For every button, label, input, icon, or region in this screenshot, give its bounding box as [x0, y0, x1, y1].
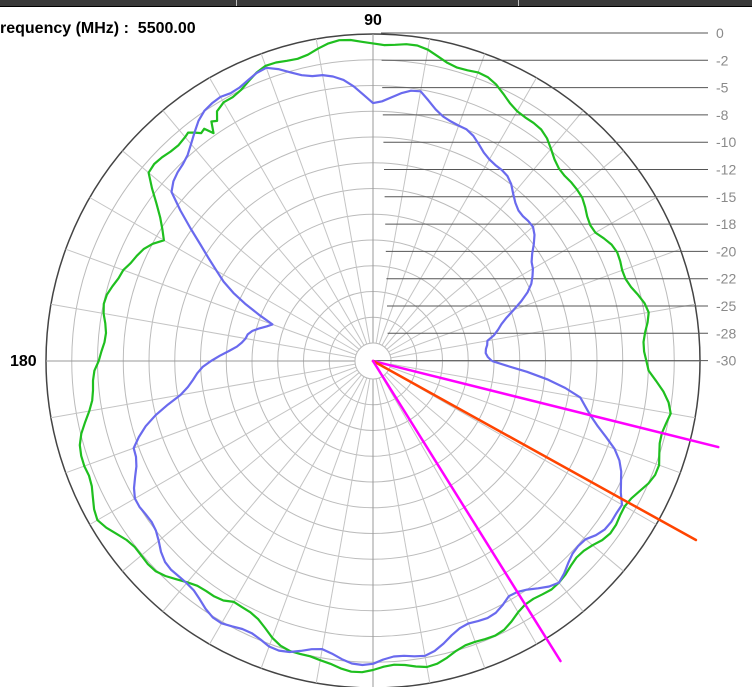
grid-spoke — [378, 53, 486, 345]
grid-spoke — [50, 303, 356, 359]
grid-spoke — [378, 377, 486, 669]
pattern-trace — [78, 38, 672, 674]
angle-label-180: 180 — [10, 353, 37, 370]
grid-spoke — [89, 197, 358, 353]
radial-tick-label: -2 — [716, 52, 729, 68]
grid-spoke — [375, 378, 431, 684]
grid-spoke — [162, 110, 362, 348]
radial-tick-label: -15 — [716, 189, 736, 205]
grid-spoke — [209, 77, 365, 346]
grid-spoke — [65, 248, 357, 356]
radial-tick-label: -30 — [716, 353, 736, 369]
pattern-series-layer — [78, 38, 672, 674]
grid-spoke — [386, 150, 624, 350]
grid-spoke — [315, 378, 371, 684]
marker-line — [371, 359, 562, 663]
radial-tick-label: 0 — [716, 25, 724, 41]
grid-spoke — [390, 303, 696, 359]
grid-spoke — [122, 372, 360, 572]
grid-spoke — [209, 376, 365, 645]
grid-spoke — [50, 363, 356, 419]
top-border-divider — [518, 0, 519, 6]
window-top-border — [0, 0, 752, 7]
grid-spoke — [89, 369, 358, 525]
marker-line — [371, 359, 698, 542]
grid-spoke — [122, 150, 360, 350]
radial-tick-label: -18 — [716, 216, 736, 232]
radial-tick-label: -28 — [716, 325, 736, 341]
grid-spoke — [381, 77, 537, 346]
grid-spoke — [315, 38, 371, 344]
radial-tick-label: -20 — [716, 243, 736, 259]
grid-spoke — [260, 377, 368, 669]
grid-spoke — [389, 366, 681, 474]
top-border-divider — [236, 0, 237, 6]
radial-tick-label: -25 — [716, 298, 736, 314]
radial-tick-label: -12 — [716, 162, 736, 178]
grid-spoke — [389, 248, 681, 356]
radial-tick-label: -10 — [716, 134, 736, 150]
radial-tick-label: -5 — [716, 80, 729, 96]
grid-spoke — [390, 363, 696, 419]
grid-spoke — [384, 110, 584, 348]
frequency-label: requency (MHz) : 5500.00 — [0, 20, 196, 37]
angle-label-90: 90 — [364, 12, 382, 29]
grid-spoke — [162, 374, 362, 612]
radial-tick-layer: 0 -2 -5 -8 -10 -12 -15 -18 -20 -22 -25 -28 -30 — [373, 25, 736, 369]
radial-tick-label: -8 — [716, 107, 729, 123]
grid-spoke — [388, 197, 657, 353]
pattern-trace — [132, 66, 624, 667]
grid-spoke — [375, 38, 431, 344]
grid-spoke — [384, 374, 584, 612]
marker-line-layer — [371, 359, 720, 663]
marker-line — [371, 359, 720, 449]
grid-spoke — [386, 372, 624, 572]
grid-spoke — [260, 53, 368, 345]
grid-spoke — [65, 366, 357, 474]
grid-spoke — [381, 376, 537, 645]
radial-tick-label: -22 — [716, 271, 736, 287]
